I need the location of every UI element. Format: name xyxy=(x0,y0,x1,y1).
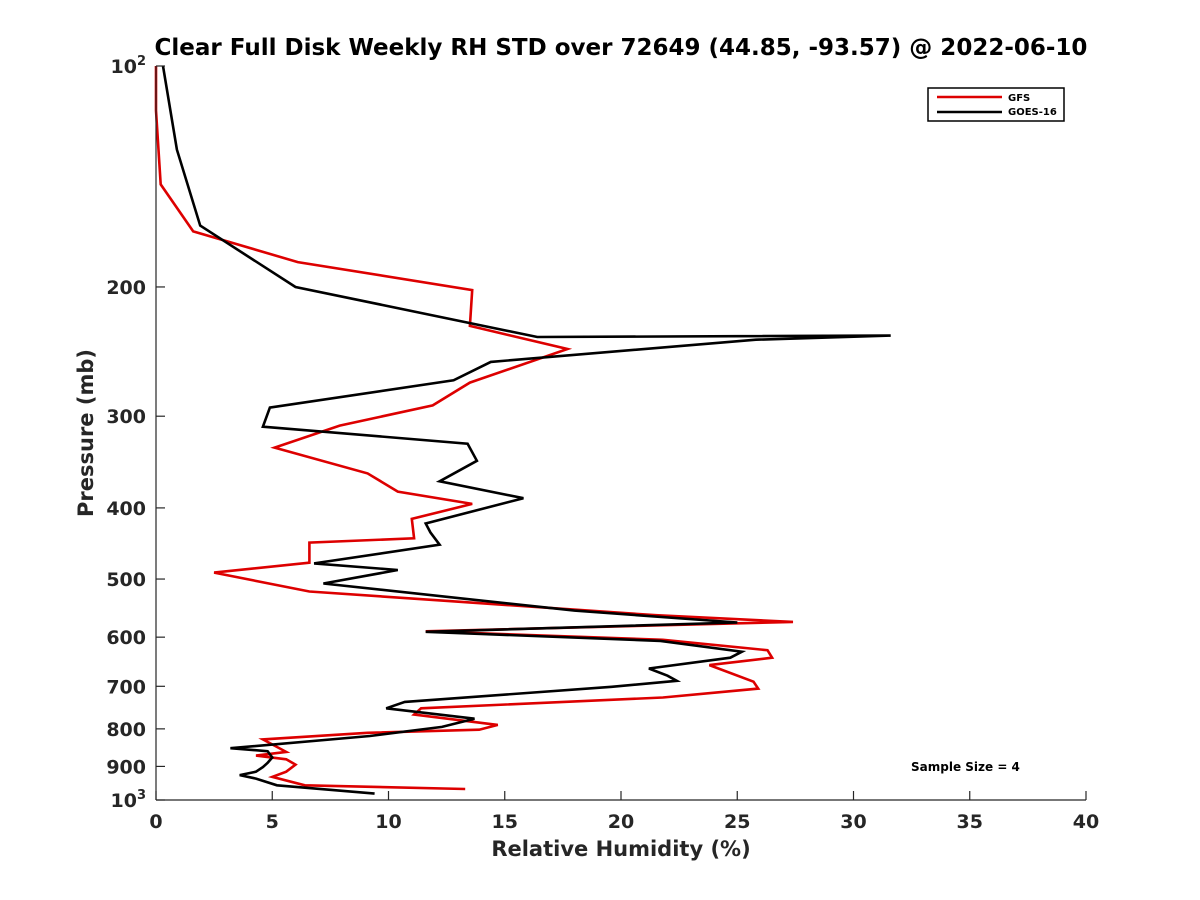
series-layer xyxy=(154,65,891,795)
legend-box xyxy=(927,87,1065,122)
legend: GFS GOES-16 xyxy=(927,87,1065,122)
x-tick-label: 40 xyxy=(1073,811,1099,833)
x-tick-label: 10 xyxy=(375,811,401,833)
chart-title: Clear Full Disk Weekly RH STD over 72649… xyxy=(155,35,1088,61)
y-tick-label: 300 xyxy=(106,406,146,428)
y-tick-label: 900 xyxy=(106,756,146,778)
y-axis-label: Pressure (mb) xyxy=(74,349,98,517)
x-tick-label: 5 xyxy=(266,811,279,833)
x-tick-label: 15 xyxy=(492,811,518,833)
y-tick-label: 102 xyxy=(111,54,147,78)
legend-label-gfs: GFS xyxy=(1008,93,1030,104)
y-tick-label: 700 xyxy=(106,676,146,698)
x-tick-label: 35 xyxy=(957,811,983,833)
x-tick-label: 20 xyxy=(608,811,634,833)
y-tick-label: 500 xyxy=(106,569,146,591)
y-tick-base: 10 xyxy=(111,56,137,78)
y-tick-label: 400 xyxy=(106,498,146,520)
y-tick-label: 103 xyxy=(111,788,147,812)
y-tick-label: 800 xyxy=(106,719,146,741)
sample-size-annotation: Sample Size = 4 xyxy=(911,760,1020,774)
x-tick-label: 0 xyxy=(149,811,162,833)
x-axis-label: Relative Humidity (%) xyxy=(491,837,750,861)
y-tick-label: 600 xyxy=(106,627,146,649)
y-tick-label: 200 xyxy=(106,277,146,299)
x-tick-label: 25 xyxy=(724,811,750,833)
series-line-goes-16 xyxy=(161,65,891,795)
y-tick-exponent: 3 xyxy=(137,788,146,803)
y-tick-exponent: 2 xyxy=(137,54,146,69)
y-tick-base: 10 xyxy=(111,790,137,812)
x-tick-label: 30 xyxy=(840,811,866,833)
legend-label-goes16: GOES-16 xyxy=(1008,107,1057,118)
series-line-gfs xyxy=(154,66,794,791)
x-axis-ticks: 0 5 10 15 20 25 30 35 40 xyxy=(149,791,1099,833)
